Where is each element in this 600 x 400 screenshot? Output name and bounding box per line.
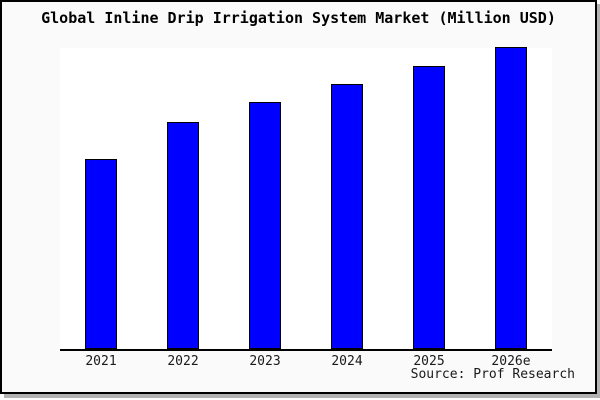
bar-slot xyxy=(306,48,388,349)
x-tick-label-2022: 2022 xyxy=(167,354,199,369)
bar-slot xyxy=(224,48,306,349)
bar-2023 xyxy=(249,102,281,349)
source-credit: Source: Prof Research xyxy=(410,367,575,382)
bar-2022 xyxy=(167,122,199,349)
bar-slot xyxy=(470,47,552,349)
chart-title: Global Inline Drip Irrigation System Mar… xyxy=(41,9,556,27)
bar-2021 xyxy=(85,159,117,349)
bar-2026e xyxy=(495,47,527,349)
x-axis-labels: 2021 2022 2023 2024 2025 2026e xyxy=(60,354,552,369)
bar-slot xyxy=(60,48,142,349)
x-tick-label-2025: 2025 xyxy=(413,354,445,369)
x-tick-label-2026e: 2026e xyxy=(491,354,531,369)
x-tick-label-2024: 2024 xyxy=(331,354,363,369)
bar-2024 xyxy=(331,84,363,349)
bar-slot xyxy=(142,48,224,349)
bar-2025 xyxy=(413,66,445,349)
plot-area xyxy=(60,47,552,351)
bar-slot xyxy=(388,48,470,349)
x-tick-label-2023: 2023 xyxy=(249,354,281,369)
x-tick-label-2021: 2021 xyxy=(85,354,117,369)
